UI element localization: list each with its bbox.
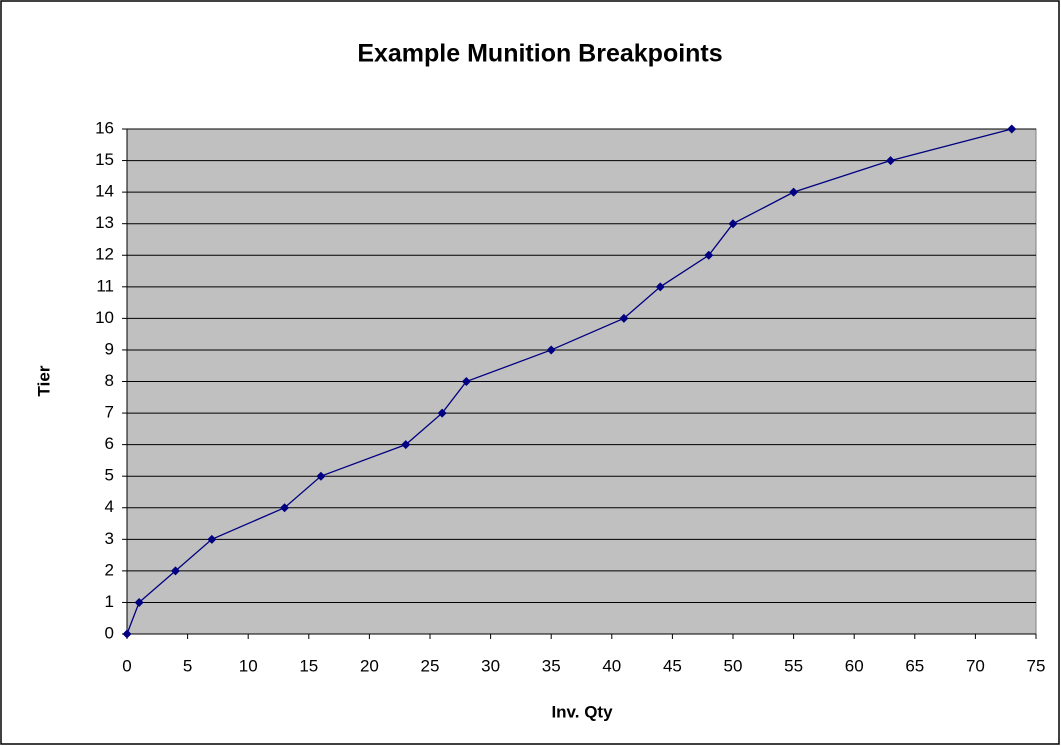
x-axis-label: Inv. Qty (551, 702, 613, 721)
x-tick-label: 70 (966, 656, 985, 675)
y-tick-label: 14 (95, 182, 114, 201)
x-tick-label: 30 (481, 656, 500, 675)
y-tick-label: 4 (105, 497, 114, 516)
x-tick-label: 20 (360, 656, 379, 675)
x-tick-label: 50 (724, 656, 743, 675)
marker (1007, 124, 1017, 134)
x-tick-label: 15 (299, 656, 318, 675)
y-tick-label: 8 (105, 371, 114, 390)
y-tick-label: 7 (105, 403, 114, 422)
x-tick-label: 60 (845, 656, 864, 675)
y-tick-label: 6 (105, 434, 114, 453)
x-tick-label: 65 (905, 656, 924, 675)
y-tick-label: 3 (105, 529, 114, 548)
y-tick-label: 10 (95, 308, 114, 327)
marker (461, 377, 471, 386)
marker (619, 313, 629, 323)
x-tick-label: 75 (1027, 656, 1046, 675)
marker (437, 408, 447, 418)
y-tick-label: 11 (96, 276, 114, 295)
marker (655, 282, 665, 292)
y-tick-label: 0 (105, 623, 114, 642)
x-tick-label: 45 (663, 656, 682, 675)
y-tick-label: 2 (105, 560, 114, 579)
x-tick-label: 25 (421, 656, 440, 675)
x-tick-label: 55 (784, 656, 803, 675)
marker (886, 156, 896, 166)
marker (280, 503, 290, 513)
x-tick-label: 10 (239, 656, 258, 675)
marker (122, 629, 132, 639)
x-tick-label: 5 (183, 656, 192, 675)
y-tick-label: 1 (105, 592, 114, 611)
marker (316, 471, 326, 481)
y-tick-label: 9 (105, 339, 114, 358)
marker (170, 566, 180, 576)
marker (728, 219, 738, 229)
marker (207, 534, 217, 544)
marker (401, 440, 411, 450)
x-tick-label: 0 (122, 656, 131, 675)
marker (789, 187, 799, 197)
y-tick-label: 12 (95, 245, 114, 264)
y-tick-label: 16 (95, 118, 114, 137)
y-axis-label: Tier (34, 365, 53, 396)
x-tick-label: 40 (602, 656, 621, 675)
y-tick-label: 13 (95, 213, 114, 232)
marker (704, 250, 714, 260)
chart-title: Example Munition Breakpoints (357, 40, 722, 68)
x-tick-label: 35 (542, 656, 561, 675)
marker (546, 345, 556, 355)
y-tick-label: 5 (105, 466, 114, 485)
marker (134, 597, 144, 607)
y-tick-label: 15 (95, 150, 114, 169)
